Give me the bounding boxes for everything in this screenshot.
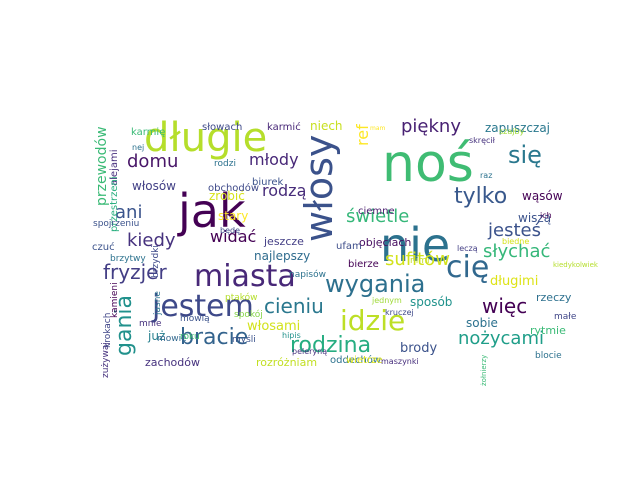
word-72: mnie	[139, 319, 162, 329]
word-61: karmię	[131, 127, 166, 138]
word-31: ref	[353, 124, 372, 146]
word-37: najlepszy	[254, 249, 311, 263]
word-41: włosów	[132, 179, 176, 193]
word-79: myśli	[232, 335, 256, 345]
word-44: wiszą	[518, 211, 552, 225]
word-68: brzydki	[151, 245, 161, 278]
word-9: się	[508, 141, 542, 169]
word-94: leczą	[457, 244, 478, 253]
word-8: cię	[446, 250, 490, 285]
word-73: jasne	[153, 291, 163, 315]
word-83: jednym	[372, 296, 402, 305]
word-51: wietrze	[346, 355, 383, 366]
word-11: wygania	[325, 270, 426, 298]
word-13: sufitów	[385, 249, 450, 270]
word-89: kiedykolwiek	[553, 261, 598, 269]
word-30: przewodów	[94, 126, 110, 206]
word-28: rodzą	[262, 181, 307, 200]
word-77: ptaków	[225, 293, 258, 303]
word-92: ich	[540, 211, 552, 220]
word-65: spojrzeniu	[93, 219, 140, 229]
word-36: niech	[310, 119, 343, 133]
word-74: mowie	[157, 334, 187, 344]
word-53: bierze	[348, 259, 379, 270]
word-47: rytmie	[530, 324, 566, 337]
word-71: krokach	[103, 312, 113, 348]
word-18: bracie	[180, 325, 249, 350]
word-80: hipis	[282, 331, 301, 340]
word-86: żołnierzy	[480, 354, 488, 386]
word-76: roku	[180, 332, 200, 342]
word-32: włosami	[247, 319, 301, 334]
word-19: jesteś	[488, 220, 541, 241]
word-84: kruczej	[385, 308, 414, 317]
word-24: domu	[127, 151, 179, 172]
word-82: napisów	[289, 270, 326, 280]
word-59: słowach	[202, 122, 243, 133]
word-49: rozróżniam	[256, 356, 318, 369]
word-29: młody	[249, 150, 299, 169]
word-1: jak	[178, 184, 246, 238]
word-75: mówią	[180, 314, 210, 324]
word-67: brzytwy	[110, 254, 146, 264]
word-39: sobie	[466, 316, 498, 330]
word-21: słychać	[483, 241, 551, 262]
word-25: widać	[210, 227, 257, 246]
word-96: skręcił	[469, 136, 495, 145]
word-45: rzeczy	[536, 291, 572, 304]
word-7: jestem	[152, 289, 254, 324]
word-16: nożycami	[458, 328, 544, 349]
word-38: sposób	[410, 295, 453, 309]
word-50: oddechów	[330, 355, 382, 366]
word-99: mam	[370, 125, 386, 132]
word-57: obchodów	[208, 183, 260, 194]
word-78: spokój	[234, 310, 263, 320]
word-10: tylko	[454, 184, 508, 209]
word-46: objęciach	[359, 236, 412, 249]
word-60: karmić	[267, 122, 301, 133]
word-35: zapuszczaj	[485, 121, 551, 135]
word-54: ufam	[336, 241, 362, 252]
word-27: ani	[115, 202, 143, 223]
word-40: zrobić	[209, 189, 245, 203]
word-4: długie	[144, 115, 268, 161]
word-93: raz	[480, 171, 493, 180]
word-55: ciemne	[358, 206, 395, 217]
word-90: nimi	[410, 256, 430, 266]
word-97: szajby	[499, 127, 525, 136]
word-20: więc	[482, 294, 528, 318]
word-88: małe	[554, 312, 577, 322]
word-66: czuć	[92, 242, 115, 253]
word-91: biedne	[502, 237, 530, 246]
word-15: piękny	[401, 116, 461, 137]
word-34: brody	[400, 341, 438, 356]
word-26: świetle	[346, 206, 410, 227]
word-14: rodzina	[290, 333, 372, 358]
word-48: zachodów	[145, 356, 200, 369]
word-23: cieniu	[264, 294, 324, 318]
word-81: peleryną	[292, 347, 328, 356]
word-58: stary	[218, 209, 249, 223]
word-6: idzie	[340, 304, 406, 337]
word-43: wąsów	[522, 189, 563, 203]
word-2: nie	[380, 218, 451, 272]
word-87: blocie	[535, 351, 562, 361]
word-42: już	[148, 329, 166, 343]
word-12: fryzjer	[103, 260, 167, 284]
word-22: kiedy	[127, 230, 176, 251]
word-33: długimi	[490, 274, 539, 289]
word-62: rodzi	[214, 159, 236, 169]
word-56: biurek	[252, 177, 284, 188]
word-95: będę	[220, 226, 240, 235]
word-52: jeszcze	[264, 235, 304, 248]
word-98: nej	[132, 143, 145, 152]
word-5: miasta	[194, 259, 296, 294]
word-0: noś	[382, 134, 474, 194]
word-85: maszynki	[381, 357, 419, 366]
